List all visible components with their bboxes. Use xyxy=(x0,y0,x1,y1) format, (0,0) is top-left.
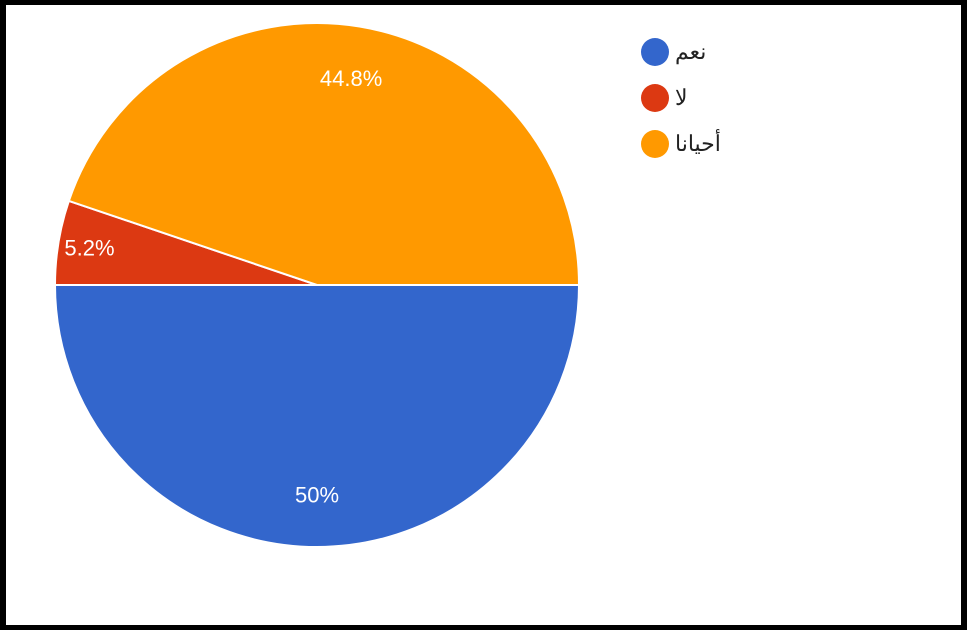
pie-slice-yes xyxy=(53,284,581,548)
legend-item-sometimes: أحيانا xyxy=(641,130,841,176)
legend-swatch-no xyxy=(641,84,669,112)
slice-label-no: 5.2% xyxy=(64,236,114,261)
legend-item-no: لا xyxy=(641,84,841,130)
legend-label-yes: نعم xyxy=(675,39,707,64)
legend-swatch-yes xyxy=(641,38,669,66)
slice-label-yes: 50% xyxy=(295,483,339,508)
legend-swatch-sometimes xyxy=(641,130,669,158)
legend-item-yes: نعم xyxy=(641,38,841,84)
pie-chart: 50% 5.2% 44.8% xyxy=(53,22,581,548)
legend-label-sometimes: أحيانا xyxy=(675,131,721,156)
pie-slice-sometimes xyxy=(67,22,581,286)
legend-label-no: لا xyxy=(675,85,688,110)
slice-label-sometimes: 44.8% xyxy=(320,66,382,91)
legend: نعم لا أحيانا xyxy=(641,38,841,176)
